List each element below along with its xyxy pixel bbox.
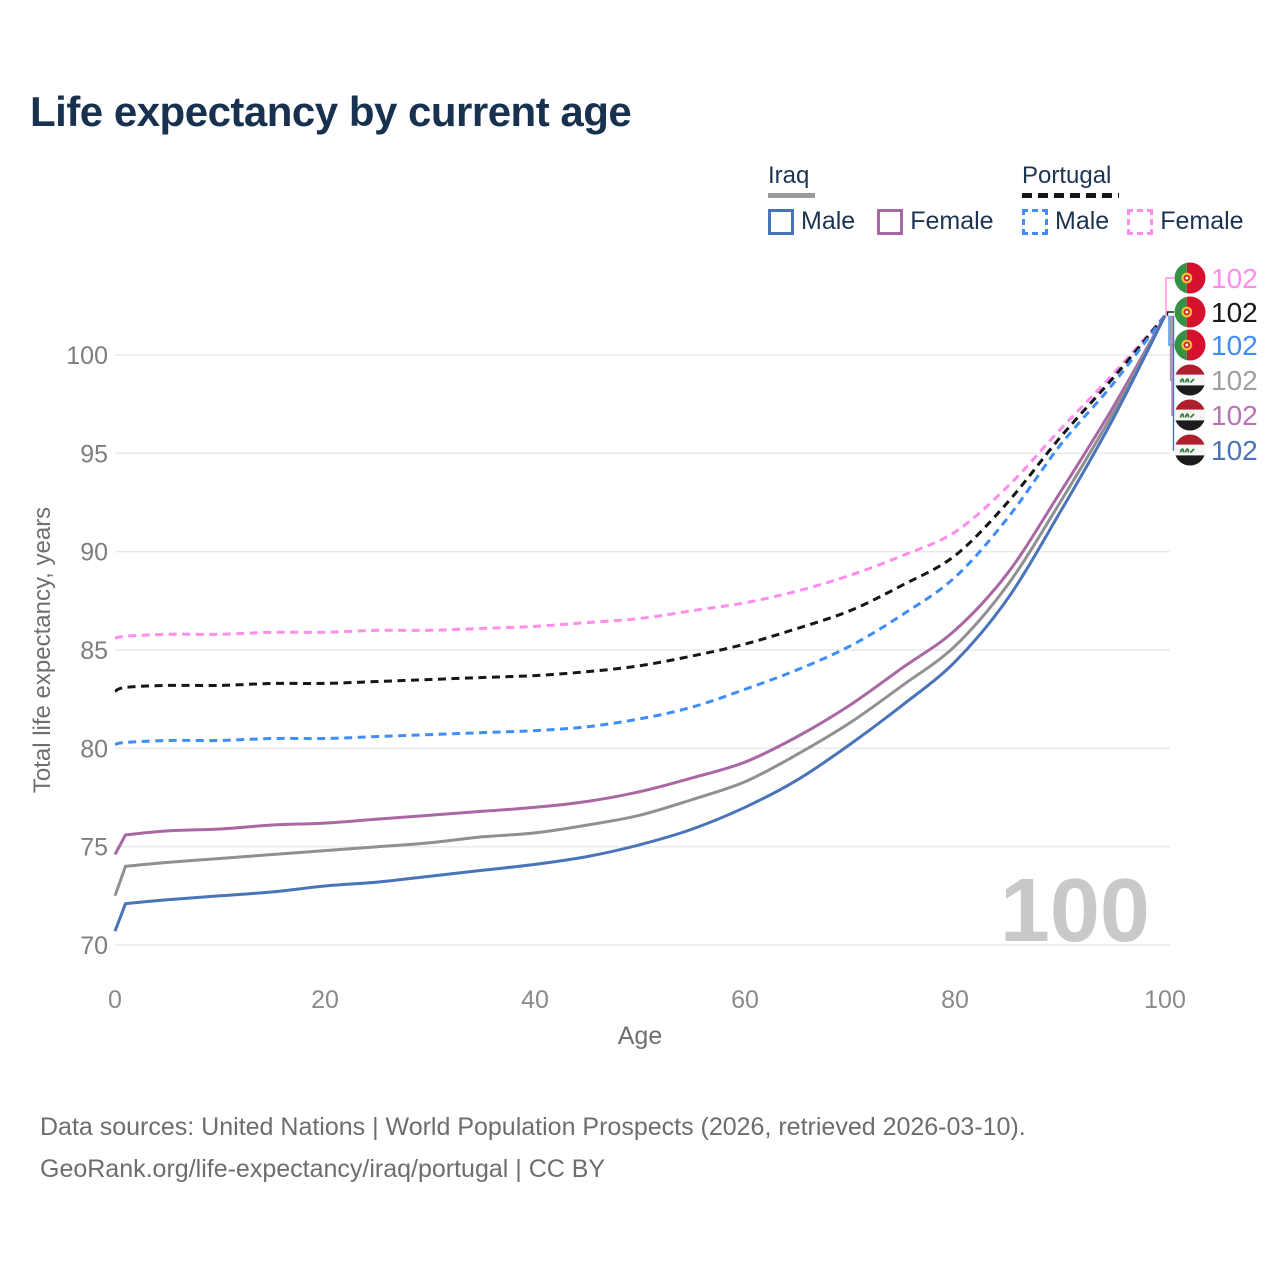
age-watermark: 100 bbox=[1000, 861, 1150, 961]
y-tick-label-95: 95 bbox=[80, 440, 108, 468]
y-tick-label-100: 100 bbox=[66, 342, 108, 370]
x-tick-label-60: 60 bbox=[731, 986, 759, 1014]
legend-item-portugal-female[interactable]: Female bbox=[1127, 207, 1244, 236]
iraq-female-swatch-icon bbox=[877, 208, 904, 235]
leader-line-portugal-both bbox=[1166, 311, 1174, 316]
leader-line-iraq-male bbox=[1172, 315, 1175, 451]
x-tick-label-40: 40 bbox=[521, 986, 549, 1014]
leader-line-portugal-female bbox=[1165, 277, 1174, 316]
x-tick-label-80: 80 bbox=[941, 986, 969, 1014]
portugal-flag-icon bbox=[1174, 262, 1206, 294]
end-value-label-portugal-male: 102 bbox=[1211, 330, 1258, 361]
y-tick-label-75: 75 bbox=[80, 834, 108, 862]
iraq-flag-icon bbox=[1174, 364, 1206, 396]
portugal-male-swatch-icon bbox=[1022, 208, 1048, 235]
page-title: Life expectancy by current age bbox=[30, 88, 632, 135]
x-tick-label-20: 20 bbox=[311, 986, 339, 1014]
legend-item-iraq-male[interactable]: Male bbox=[768, 207, 855, 236]
portugal-female-swatch-icon bbox=[1127, 208, 1154, 235]
x-axis-title: Age bbox=[618, 1022, 662, 1050]
end-value-label-iraq-both: 102 bbox=[1211, 365, 1258, 396]
end-value-label-portugal-female: 102 bbox=[1211, 263, 1258, 294]
series-line-portugal-both[interactable] bbox=[114, 314, 1167, 693]
x-tick-label-100: 100 bbox=[1144, 986, 1186, 1014]
y-tick-label-85: 85 bbox=[80, 637, 108, 665]
iraq-flag-icon bbox=[1174, 434, 1206, 466]
iraq-flag-icon bbox=[1174, 399, 1206, 431]
end-value-label-iraq-female: 102 bbox=[1211, 400, 1258, 431]
y-tick-label-80: 80 bbox=[80, 735, 108, 763]
portugal-flag-icon bbox=[1174, 329, 1206, 361]
legend-group-portugal: Portugal Male Female bbox=[1022, 162, 1244, 236]
chart-footer: Data sources: United Nations | World Pop… bbox=[40, 1106, 1026, 1190]
iraq-male-swatch-icon bbox=[768, 208, 794, 235]
legend-group-iraq-label[interactable]: Iraq bbox=[768, 162, 815, 198]
series-line-portugal-male[interactable] bbox=[114, 314, 1167, 746]
series-line-portugal-female[interactable] bbox=[114, 314, 1167, 640]
y-axis-title: Total life expectancy, years bbox=[29, 507, 56, 793]
portugal-flag-icon bbox=[1174, 296, 1206, 328]
x-tick-label-0: 0 bbox=[108, 986, 122, 1014]
legend-item-portugal-male[interactable]: Male bbox=[1022, 207, 1109, 236]
y-tick-label-90: 90 bbox=[80, 539, 108, 567]
y-tick-label-70: 70 bbox=[80, 932, 108, 960]
portugal-line-style-underline bbox=[1022, 193, 1119, 198]
legend-group-portugal-label[interactable]: Portugal bbox=[1022, 162, 1119, 198]
iraq-line-style-underline bbox=[768, 193, 815, 198]
legend-group-iraq: Iraq Male Female bbox=[768, 162, 994, 236]
end-value-label-iraq-male: 102 bbox=[1211, 435, 1258, 466]
legend-item-iraq-female[interactable]: Female bbox=[877, 207, 994, 236]
end-value-label-portugal-both: 102 bbox=[1211, 297, 1258, 328]
series-line-iraq-male[interactable] bbox=[113, 315, 1167, 932]
attribution-text: GeoRank.org/life-expectancy/iraq/portuga… bbox=[40, 1155, 606, 1183]
data-sources-text: Data sources: United Nations | World Pop… bbox=[40, 1113, 1026, 1141]
series-line-iraq-female[interactable] bbox=[113, 314, 1167, 856]
series-line-iraq-both[interactable] bbox=[113, 314, 1167, 897]
